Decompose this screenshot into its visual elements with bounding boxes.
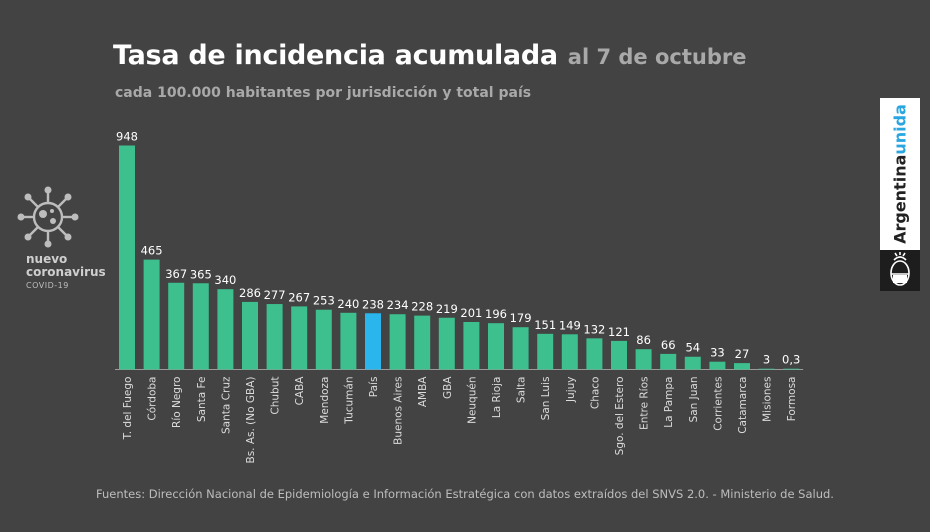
value-label-20: 121 [608, 325, 630, 339]
bar-20 [611, 340, 627, 370]
chart-title: Tasa de incidencia acumulada al 7 de octu… [113, 40, 746, 71]
bar-24 [709, 361, 726, 370]
bar-2 [168, 282, 185, 370]
value-label-5: 286 [239, 286, 261, 300]
category-label-7: CABA [294, 376, 306, 406]
category-label-11: Buenos Aires [393, 377, 405, 445]
value-label-1: 465 [141, 244, 163, 258]
bar-14 [463, 322, 480, 370]
category-label-17: San Luis [540, 377, 552, 421]
category-label-19: Chaco [589, 377, 601, 410]
chart-subtitle: cada 100.000 habitantes por jurisdicción… [115, 85, 532, 101]
bar-26 [758, 368, 775, 370]
bar-11 [389, 314, 406, 370]
bar-27 [783, 368, 800, 370]
category-label-12: AMBA [417, 376, 429, 407]
bar-3 [192, 283, 209, 370]
category-label-22: La Pampa [663, 377, 675, 428]
virus-icon [17, 186, 79, 248]
brand-line3: COVID-19 [26, 281, 69, 290]
value-label-19: 132 [583, 322, 605, 336]
value-label-2: 367 [165, 267, 187, 281]
value-label-13: 219 [436, 302, 458, 316]
bar-5 [242, 301, 258, 370]
brand-line2: coronavirus [26, 265, 106, 279]
bar-8 [315, 309, 332, 370]
bar-7 [291, 306, 308, 370]
brand-line1: nuevo [26, 252, 68, 266]
category-label-10: País [368, 377, 380, 398]
bar-23 [684, 356, 701, 370]
bar-12 [414, 315, 431, 370]
bar-13 [438, 317, 455, 370]
value-label-3: 365 [190, 267, 212, 281]
value-label-0: 948 [116, 130, 138, 144]
value-label-14: 201 [460, 306, 482, 320]
category-label-16: Salta [516, 377, 528, 404]
category-label-27: Formosa [786, 377, 798, 422]
category-label-3: Santa Fe [196, 377, 208, 423]
bar-21 [635, 349, 652, 370]
value-label-21: 86 [636, 333, 651, 347]
category-label-5: Bs. As. (No GBA) [245, 377, 257, 464]
category-label-18: Jujuy [565, 377, 577, 404]
title-main: Tasa de incidencia acumulada [113, 40, 558, 71]
bar-0 [119, 145, 135, 370]
category-label-21: Entre Ríos [639, 377, 651, 430]
value-label-8: 253 [313, 294, 335, 308]
value-label-24: 33 [710, 346, 725, 360]
bar-15 [488, 323, 504, 370]
brand-block: nuevo coronavirus COVID-19 [26, 253, 106, 292]
category-label-9: Tucumán [343, 377, 355, 425]
category-label-20: Sgo. del Estero [614, 377, 626, 456]
argentina-unida-badge: Argentinaunida [880, 98, 920, 291]
bar-17 [537, 333, 554, 370]
bar-6 [266, 304, 283, 370]
source-footer: Fuentes: Dirección Nacional de Epidemiol… [96, 487, 834, 501]
category-label-25: Catamarca [737, 377, 749, 434]
category-label-0: T. del Fuego [122, 377, 134, 441]
bar-25 [734, 363, 750, 370]
value-label-6: 277 [264, 288, 286, 302]
value-label-4: 340 [214, 273, 236, 287]
category-label-14: Neuquén [466, 377, 478, 424]
category-label-4: Santa Cruz [220, 376, 232, 434]
badge-top: Argentinaunida [880, 98, 920, 250]
bar-4 [217, 289, 234, 370]
coat-of-arms-icon [890, 252, 910, 286]
category-label-1: Córdoba [147, 377, 159, 421]
title-date: al 7 de octubre [567, 45, 747, 69]
bar-9 [340, 312, 357, 370]
value-label-23: 54 [685, 341, 700, 355]
bar-16 [512, 327, 529, 370]
category-label-24: Corrientes [712, 377, 724, 431]
value-label-15: 196 [485, 307, 507, 321]
value-label-11: 234 [387, 298, 409, 312]
bar-1 [143, 259, 160, 370]
category-label-8: Mendoza [319, 377, 331, 424]
value-label-17: 151 [534, 318, 556, 332]
value-label-12: 228 [411, 300, 433, 314]
value-label-9: 240 [337, 297, 359, 311]
value-label-22: 66 [661, 338, 676, 352]
value-label-27: 0,3 [782, 353, 800, 367]
value-label-18: 149 [559, 318, 581, 332]
bar-19 [586, 338, 603, 370]
bar-18 [561, 334, 578, 370]
value-label-25: 27 [735, 347, 750, 361]
value-label-7: 267 [288, 290, 310, 304]
category-label-23: San Juan [688, 377, 700, 423]
value-label-10: 238 [362, 297, 384, 311]
badge-bottom [880, 250, 920, 291]
category-label-13: GBA [442, 376, 454, 399]
value-label-26: 3 [763, 353, 770, 367]
bar-22 [660, 353, 677, 370]
category-label-26: Misiones [762, 377, 774, 422]
category-label-2: Río Negro [171, 377, 183, 428]
category-label-6: Chubut [270, 377, 282, 415]
category-label-15: La Rioja [491, 377, 503, 419]
bar-10 [365, 313, 381, 370]
value-label-16: 179 [510, 311, 532, 325]
